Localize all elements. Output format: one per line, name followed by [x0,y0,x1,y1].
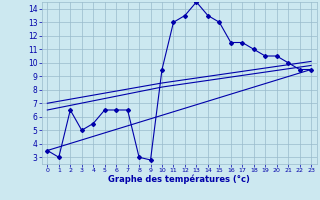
X-axis label: Graphe des températures (°c): Graphe des températures (°c) [108,175,250,184]
